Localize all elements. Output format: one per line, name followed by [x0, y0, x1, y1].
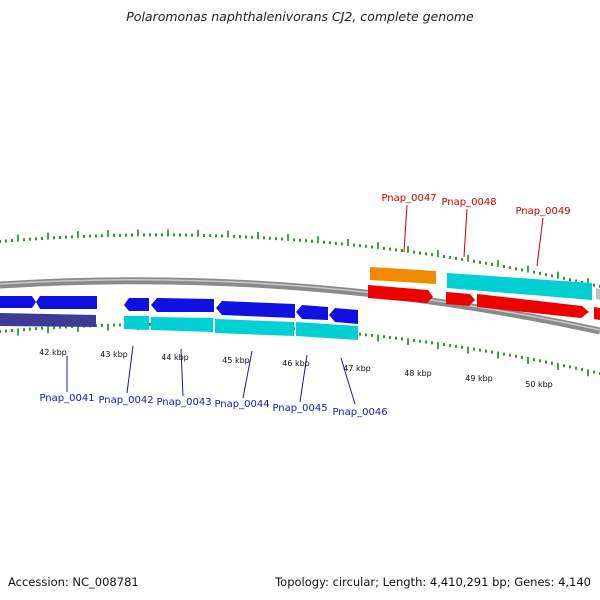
gene-block[interactable] — [151, 317, 213, 332]
kbp-label: 46 kbp — [282, 359, 310, 368]
gene-labels-red: Pnap_0047 Pnap_0048 Pnap_0049 — [381, 193, 570, 217]
gene-arrow[interactable] — [296, 305, 328, 320]
gene-block[interactable] — [215, 319, 294, 336]
kbp-scale-labels: 42 kbp 43 kbp 44 kbp 45 kbp 46 kbp 47 kb… — [39, 348, 553, 389]
kbp-label: 50 kbp — [525, 380, 553, 389]
kbp-label: 44 kbp — [161, 353, 189, 362]
gene-arrow[interactable] — [216, 301, 295, 318]
kbp-label: 42 kbp — [39, 348, 67, 357]
gene-arrow[interactable] — [151, 298, 214, 312]
gene-block[interactable] — [0, 313, 96, 327]
gene-block[interactable] — [447, 273, 592, 300]
gene-arrow[interactable] — [477, 294, 589, 318]
topology-text: Topology: circular; Length: 4,410,291 bp… — [275, 575, 591, 589]
gene-label[interactable]: Pnap_0042 — [98, 395, 153, 406]
kbp-label: 45 kbp — [222, 356, 250, 365]
gene-lane-right — [368, 267, 600, 320]
gene-lane-cyan — [0, 313, 358, 340]
gene-block[interactable] — [124, 316, 149, 330]
gene-label[interactable]: Pnap_0043 — [156, 397, 211, 408]
gene-label[interactable]: Pnap_0041 — [39, 393, 94, 404]
gene-arrow[interactable] — [124, 298, 149, 311]
gene-label[interactable]: Pnap_0044 — [214, 399, 269, 410]
map-title: Polaromonas naphthalenivorans CJ2, compl… — [126, 9, 474, 24]
gene-arrow[interactable] — [594, 307, 600, 320]
label-leaders — [66, 204, 544, 405]
accession-text: Accession: NC_008781 — [8, 575, 139, 589]
gene-arrow[interactable] — [0, 296, 36, 308]
gene-labels-blue: Pnap_0041 Pnap_0042 Pnap_0043 Pnap_0044 … — [39, 393, 387, 418]
genome-backbone-highlight — [0, 278, 600, 331]
gene-block[interactable] — [596, 288, 600, 300]
gene-label[interactable]: Pnap_0047 — [381, 193, 436, 204]
kbp-label: 48 kbp — [404, 369, 432, 378]
outer-tick-track — [0, 229, 600, 288]
gene-block[interactable] — [296, 322, 358, 340]
gene-label[interactable]: Pnap_0048 — [441, 197, 496, 208]
gene-label[interactable]: Pnap_0045 — [272, 403, 327, 414]
kbp-label: 43 kbp — [100, 350, 128, 359]
gene-block[interactable] — [370, 267, 436, 284]
gene-arrow[interactable] — [329, 308, 358, 324]
gene-arrow[interactable] — [36, 296, 97, 309]
gene-arrow[interactable] — [446, 292, 475, 306]
kbp-label: 49 kbp — [465, 374, 493, 383]
gene-arrow[interactable] — [368, 285, 433, 303]
kbp-label: 47 kbp — [343, 364, 371, 373]
gene-lane-blue — [0, 296, 358, 324]
gene-label[interactable]: Pnap_0049 — [515, 206, 570, 217]
gene-label[interactable]: Pnap_0046 — [332, 407, 387, 418]
genome-backbone — [0, 277, 600, 335]
